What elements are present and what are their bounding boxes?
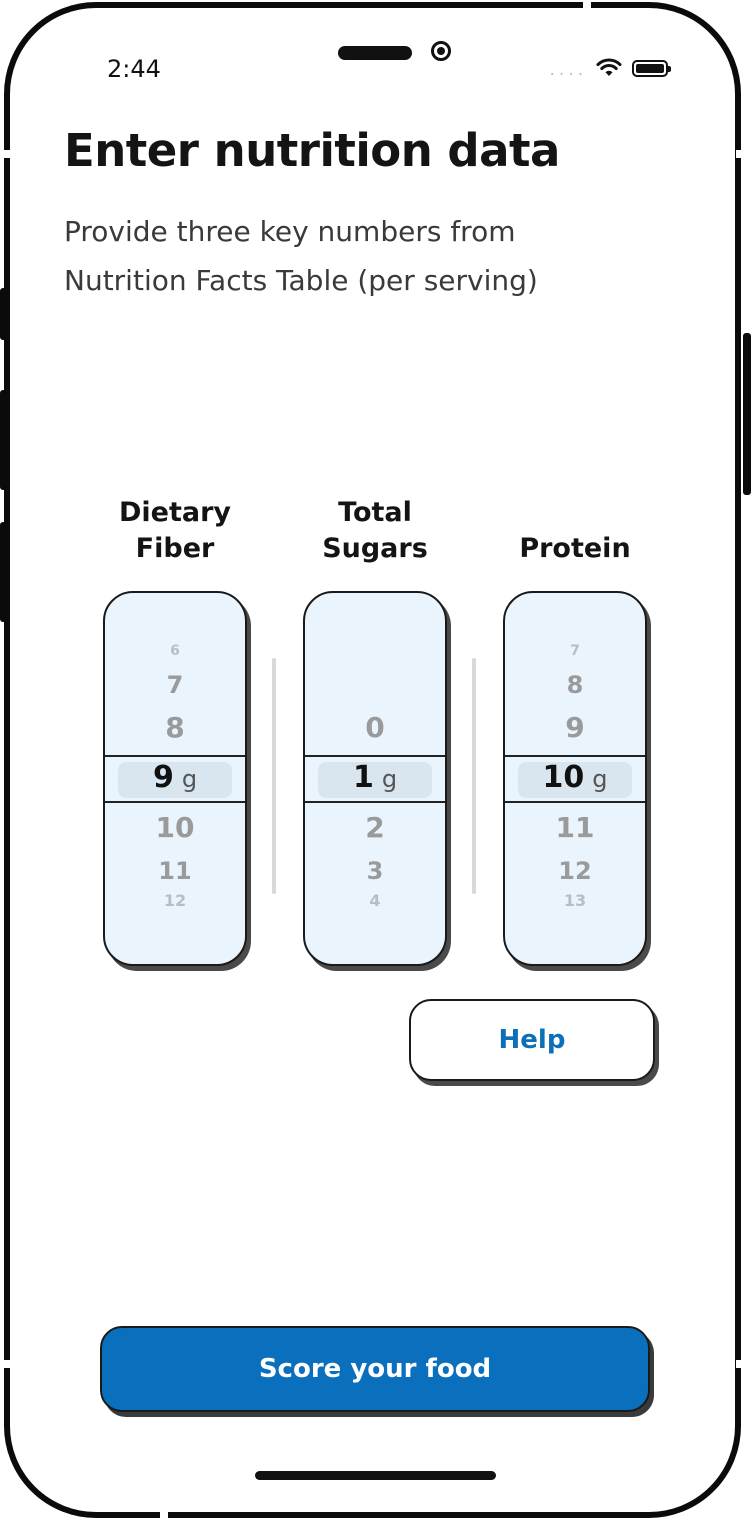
picker-value: 7 (166, 671, 184, 699)
battery-icon (631, 59, 671, 77)
label-line: Sugars (322, 533, 428, 564)
frame-gap (736, 150, 748, 158)
label-protein: Protein (485, 531, 665, 567)
frame-gap (583, 0, 591, 10)
picker-protein[interactable]: 7 8 9 10 g 11 12 13 (503, 591, 647, 966)
picker-value: 9 (565, 711, 585, 744)
power-button (743, 333, 751, 495)
speaker-grille (338, 46, 412, 60)
wifi-icon (596, 58, 622, 76)
frame-gap (0, 1360, 12, 1368)
picker-value: 8 (165, 711, 185, 744)
picker-value: 4 (369, 891, 381, 910)
picker-divider (472, 658, 476, 894)
selection-band (505, 755, 645, 803)
unit-label: g (381, 765, 398, 793)
home-indicator[interactable] (255, 1471, 496, 1480)
help-button[interactable]: Help (409, 999, 655, 1081)
status-time: 2:44 (107, 55, 161, 83)
score-your-food-button[interactable]: Score your food (100, 1326, 650, 1412)
picker-value: 7 (570, 643, 580, 659)
page-subtitle: Provide three key numbers from Nutrition… (64, 215, 538, 297)
picker-value: 10 (155, 811, 195, 844)
front-camera (431, 41, 451, 61)
label-line: Protein (519, 533, 631, 564)
frame-gap (0, 150, 12, 158)
selection-band (305, 755, 445, 803)
frame-gap (736, 1360, 748, 1368)
picker-value: 13 (563, 891, 587, 910)
signal-icon: .... (548, 63, 586, 79)
selection-band (105, 755, 245, 803)
frame-gap (160, 1512, 168, 1524)
status-icons: .... (548, 58, 671, 79)
picker-value: 6 (170, 643, 180, 659)
unit-label: g (592, 765, 608, 793)
picker-divider (272, 658, 276, 894)
picker-value: 2 (365, 811, 385, 844)
picker-value: 3 (366, 857, 384, 885)
picker-value: 11 (555, 811, 595, 844)
picker-value: 8 (566, 671, 584, 699)
picker-selected-value: 10 g (505, 760, 645, 795)
label-line: Dietary (118, 497, 232, 528)
page-title: Enter nutrition data (64, 124, 560, 177)
picker-value: 12 (163, 891, 187, 910)
unit-label: g (181, 765, 198, 793)
selected-number: 9 (152, 760, 174, 795)
label-dietary-fiber: Dietary Fiber (85, 495, 265, 567)
picker-value: 0 (365, 711, 385, 744)
selected-number: 10 (542, 760, 585, 795)
label-line: Fiber (135, 533, 215, 564)
picker-value: 12 (558, 857, 592, 885)
label-total-sugars: Total Sugars (285, 495, 465, 567)
label-line: Total (338, 497, 412, 528)
selected-number: 1 (352, 760, 374, 795)
picker-value: 11 (158, 857, 192, 885)
